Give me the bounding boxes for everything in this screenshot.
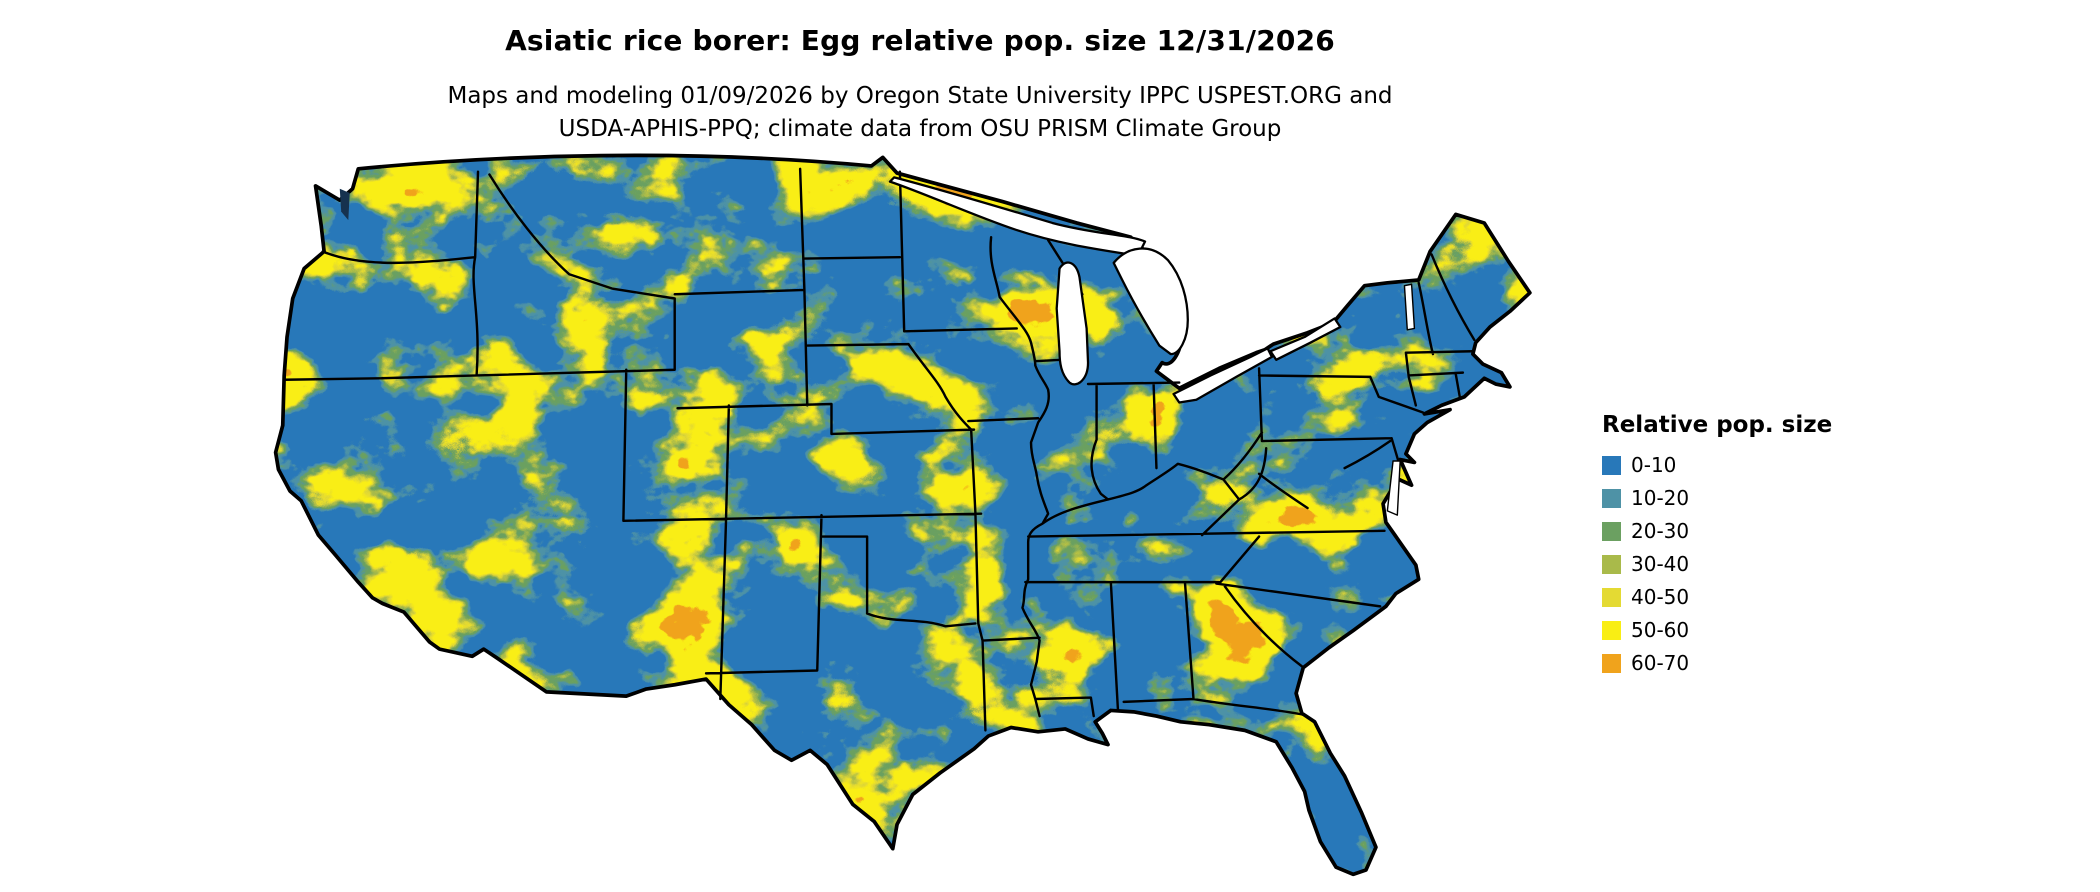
us-map-svg: [273, 153, 1532, 877]
legend-swatch: [1602, 488, 1621, 508]
lake-michigan: [1055, 261, 1090, 386]
map-legend: Relative pop. size 0-10 10-20 20-30 30-40 40…: [1602, 412, 1832, 683]
lake-erie: [1172, 347, 1274, 404]
lake-champlain: [1403, 283, 1416, 331]
legend-item: 60-70: [1602, 650, 1832, 676]
chesapeake-bay: [1386, 460, 1401, 516]
legend-items: 0-10 10-20 20-30 30-40 40-50 50-60 60-70: [1602, 452, 1832, 676]
legend-swatch: [1602, 521, 1621, 541]
legend-label: 50-60: [1631, 618, 1690, 642]
lake-ontario: [1269, 317, 1342, 361]
page-title: Asiatic rice borer: Egg relative pop. si…: [505, 24, 1335, 57]
legend-item: 40-50: [1602, 584, 1832, 610]
legend-item: 10-20: [1602, 485, 1832, 511]
us-population-map: [272, 146, 1562, 890]
legend-item: 50-60: [1602, 617, 1832, 643]
water-bodies: [888, 176, 1416, 516]
legend-swatch: [1602, 620, 1621, 640]
lake-huron: [1112, 247, 1189, 356]
legend-item: 0-10: [1602, 452, 1832, 478]
legend-label: 0-10: [1631, 453, 1677, 477]
legend-label: 20-30: [1631, 519, 1690, 543]
legend-title: Relative pop. size: [1602, 412, 1833, 438]
state-boundaries: [282, 167, 1476, 732]
legend-label: 60-70: [1631, 651, 1690, 675]
legend-item: 20-30: [1602, 518, 1832, 544]
legend-label: 30-40: [1631, 552, 1690, 576]
subtitle-line-1: Maps and modeling 01/09/2026 by Oregon S…: [447, 83, 1393, 109]
legend-swatch: [1602, 653, 1621, 673]
puget-sound: [339, 188, 350, 221]
legend-item: 30-40: [1602, 551, 1832, 577]
page-subtitle: Maps and modeling 01/09/2026 by Oregon S…: [0, 80, 1840, 146]
national-outline: [273, 153, 1532, 877]
legend-swatch: [1602, 455, 1621, 475]
legend-label: 10-20: [1631, 486, 1690, 510]
legend-swatch: [1602, 587, 1621, 607]
legend-swatch: [1602, 554, 1621, 574]
subtitle-line-2: USDA-APHIS-PPQ; climate data from OSU PR…: [558, 116, 1282, 142]
legend-label: 40-50: [1631, 585, 1690, 609]
